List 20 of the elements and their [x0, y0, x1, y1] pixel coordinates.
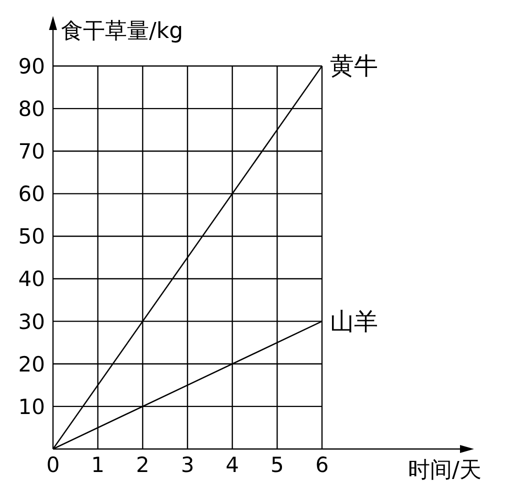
y-tick-label: 60 — [18, 182, 45, 206]
y-tick-label: 40 — [18, 267, 45, 292]
x-tick-label: 5 — [270, 452, 284, 477]
x-tick-label: 3 — [180, 452, 194, 477]
x-tick-label: 2 — [136, 452, 150, 477]
series-label: 黄牛 — [330, 52, 378, 80]
x-tick-label: 0 — [46, 452, 60, 477]
y-axis-title: 食干草量/kg — [61, 19, 184, 44]
y-tick-label: 30 — [18, 310, 45, 334]
x-tick-label: 4 — [226, 452, 240, 477]
series-label: 山羊 — [330, 307, 378, 336]
y-tick-label: 10 — [18, 394, 45, 419]
y-tick-label: 20 — [18, 352, 45, 376]
y-tick-label: 70 — [18, 140, 45, 164]
x-axis-title: 时间/天 — [408, 458, 482, 483]
x-tick-label: 6 — [315, 452, 329, 477]
y-tick-label: 80 — [18, 97, 45, 122]
x-tick-label: 1 — [91, 452, 105, 477]
y-tick-label: 50 — [18, 224, 45, 249]
y-tick-label: 90 — [18, 54, 45, 78]
